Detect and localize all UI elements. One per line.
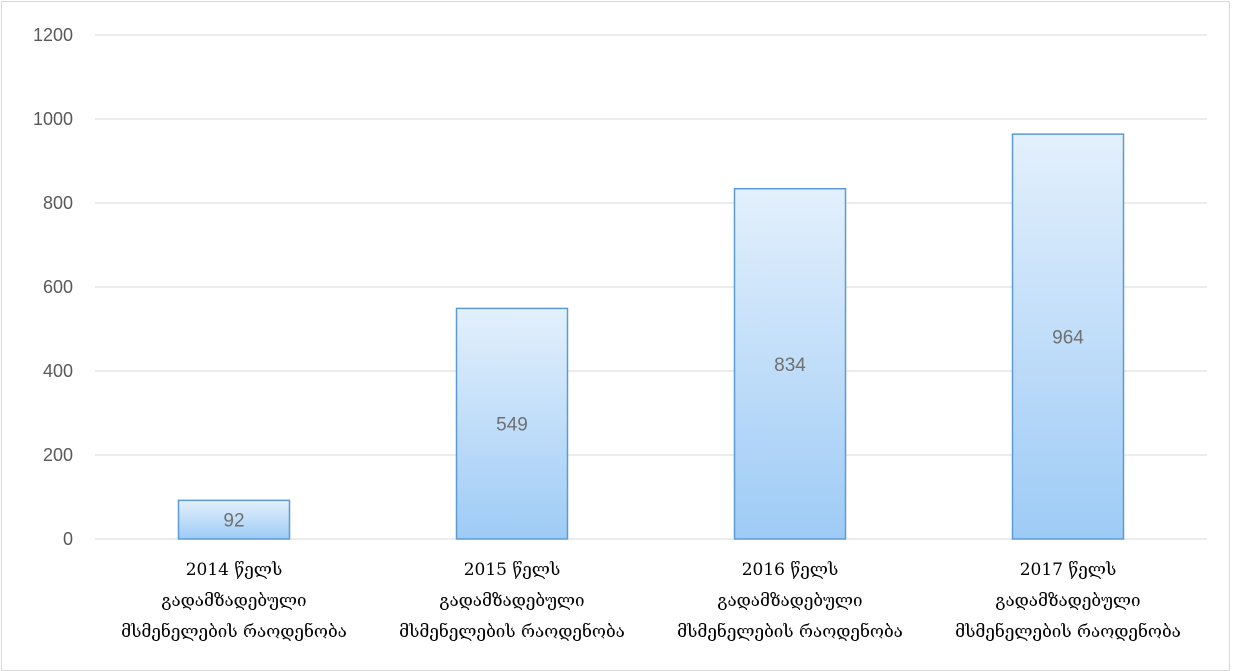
x-tick-label: 2015 წელს <box>464 560 561 580</box>
y-tick-label: 400 <box>43 361 73 381</box>
y-tick-label: 1000 <box>33 109 73 129</box>
bar <box>1011 133 1125 540</box>
data-label: 834 <box>774 355 806 376</box>
x-tick-label: მსმენელების რაოდენობა <box>121 622 347 642</box>
x-tick-label: მსმენელების რაოდენობა <box>677 622 903 642</box>
x-tick-label: 2017 წელს <box>1020 560 1117 580</box>
y-tick-label: 800 <box>43 193 73 213</box>
bars <box>177 133 1125 540</box>
x-tick-label: გადამზადებული <box>995 591 1140 611</box>
x-tick-label: გადამზადებული <box>161 591 306 611</box>
y-tick-label: 600 <box>43 277 73 297</box>
y-tick-label: 0 <box>63 529 73 549</box>
data-label: 549 <box>496 415 528 436</box>
bar <box>733 187 847 540</box>
x-tick-label: 2016 წელს <box>742 560 839 580</box>
data-label: 964 <box>1052 328 1084 349</box>
x-tick-label: გადამზადებული <box>717 591 862 611</box>
x-tick-label: გადამზადებული <box>439 591 584 611</box>
x-tick-label: მსმენელების რაოდენობა <box>955 622 1181 642</box>
y-tick-label: 1200 <box>33 25 73 45</box>
bar <box>455 307 569 540</box>
data-label: 92 <box>223 511 244 532</box>
x-tick-label: 2014 წელს <box>186 560 283 580</box>
data-labels: 92 549 834 964 <box>223 328 1084 532</box>
bar <box>177 499 291 540</box>
y-axis-tick-labels: 0 200 400 600 800 1000 1200 <box>33 25 73 549</box>
x-tick-label: მსმენელების რაოდენობა <box>399 622 625 642</box>
y-tick-label: 200 <box>43 445 73 465</box>
x-axis-category-labels: 2014 წელს გადამზადებული მსმენელების რაოდენ… <box>121 560 1181 642</box>
